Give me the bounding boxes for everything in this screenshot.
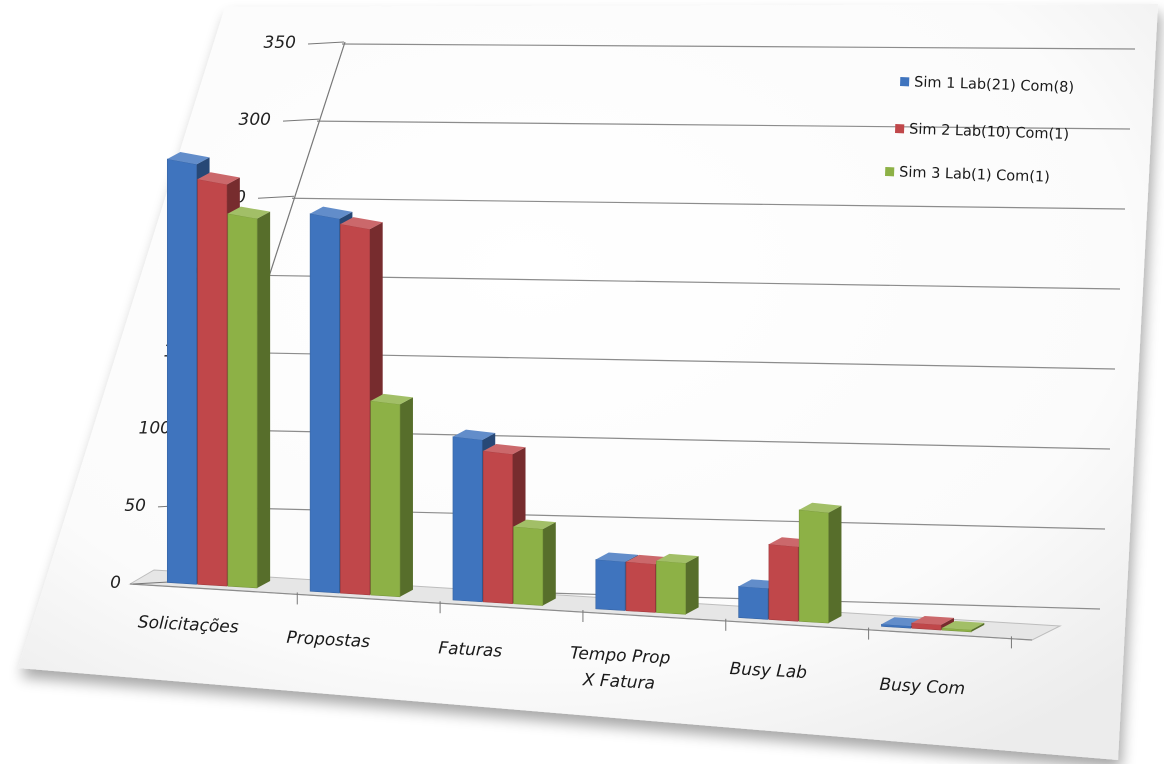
bar-front — [768, 543, 799, 622]
y-tick-mark — [132, 581, 170, 585]
legend-label: Sim 1 Lab(21) Com(8) — [914, 74, 1074, 96]
bar-top — [942, 621, 985, 630]
bar-top — [197, 172, 240, 185]
legend: Sim 1 Lab(21) Com(8) Sim 2 Lab(10) Com(1)… — [884, 74, 1074, 186]
x-tick-label-line: Faturas — [438, 638, 503, 661]
bar — [513, 519, 556, 606]
gridline — [266, 274, 1121, 290]
bar — [941, 621, 985, 633]
gridline — [291, 197, 1126, 210]
bar-front — [513, 526, 544, 606]
legend-swatch — [900, 77, 910, 87]
bar-top — [340, 217, 383, 230]
y-tick-label: 0 — [110, 573, 121, 593]
bar-side — [828, 505, 842, 624]
bar-top — [513, 519, 556, 530]
bar-front — [227, 213, 258, 589]
bar-front — [798, 509, 829, 624]
legend-label: Sim 3 Lab(1) Com(1) — [899, 164, 1050, 185]
y-tick-label: 350 — [264, 33, 296, 53]
bar-front — [197, 178, 228, 587]
bar-top — [595, 552, 639, 562]
x-axis-line — [129, 583, 1033, 641]
bar-front — [166, 158, 197, 585]
y-tick-label: 300 — [239, 110, 271, 130]
bar-front — [881, 623, 912, 629]
legend-swatch — [895, 124, 905, 134]
bar-top — [452, 429, 496, 440]
legend-item: Sim 2 Lab(10) Com(1) — [895, 121, 1069, 143]
gridline — [241, 351, 1116, 370]
bar-top — [656, 553, 699, 564]
bar-front — [625, 561, 656, 613]
bar-top — [227, 206, 271, 219]
x-tick-label: Propostas — [286, 628, 371, 652]
legend-item: Sim 3 Lab(1) Com(1) — [884, 164, 1050, 186]
bar-side — [399, 397, 413, 597]
legend-item: Sim 1 Lab(21) Com(8) — [900, 74, 1074, 96]
x-tick-label-line: Busy Com — [879, 675, 966, 699]
legend-label: Sim 2 Lab(10) Com(1) — [909, 121, 1069, 143]
bar-top — [310, 206, 353, 219]
gridline — [316, 120, 1131, 130]
bar-top — [370, 393, 413, 405]
bar-top — [911, 615, 955, 625]
bar-front — [452, 436, 483, 603]
legend-swatch — [884, 167, 895, 177]
y-tick-mark — [307, 41, 345, 45]
bar — [370, 393, 413, 598]
bars — [166, 152, 985, 633]
bar — [798, 502, 842, 624]
x-tick-label-line: Propostas — [286, 628, 371, 652]
x-tick-label-line: Busy Lab — [729, 659, 807, 683]
bar-front — [595, 559, 626, 611]
bar — [227, 206, 271, 589]
y-tick-label: 50 — [124, 496, 146, 516]
bar-side — [971, 622, 985, 632]
chart-panel — [18, 4, 1158, 760]
bar-top — [483, 444, 526, 455]
bar-front — [656, 560, 686, 615]
bar-top — [167, 152, 210, 165]
bar-top — [799, 502, 842, 513]
x-tick-label: Faturas — [438, 638, 503, 661]
bar-front — [738, 585, 769, 620]
bar-front — [370, 400, 401, 598]
y-tick-mark — [257, 195, 295, 199]
x-tick-label: Busy Lab — [729, 659, 807, 683]
bar — [656, 553, 699, 615]
y-tick-mark — [282, 118, 320, 122]
y-tick-label: 100 — [139, 419, 171, 439]
x-tick-label-line: X Fatura — [581, 670, 655, 694]
bar-side — [542, 522, 556, 606]
bar-side — [257, 211, 271, 588]
bar-front — [911, 622, 942, 631]
bar-front — [941, 627, 972, 633]
bar-front — [482, 450, 513, 604]
gridline — [341, 43, 1136, 50]
bar-front — [340, 223, 370, 596]
bar-front — [309, 213, 340, 594]
x-tick-label: Busy Com — [879, 675, 966, 699]
bar-side — [685, 556, 699, 615]
